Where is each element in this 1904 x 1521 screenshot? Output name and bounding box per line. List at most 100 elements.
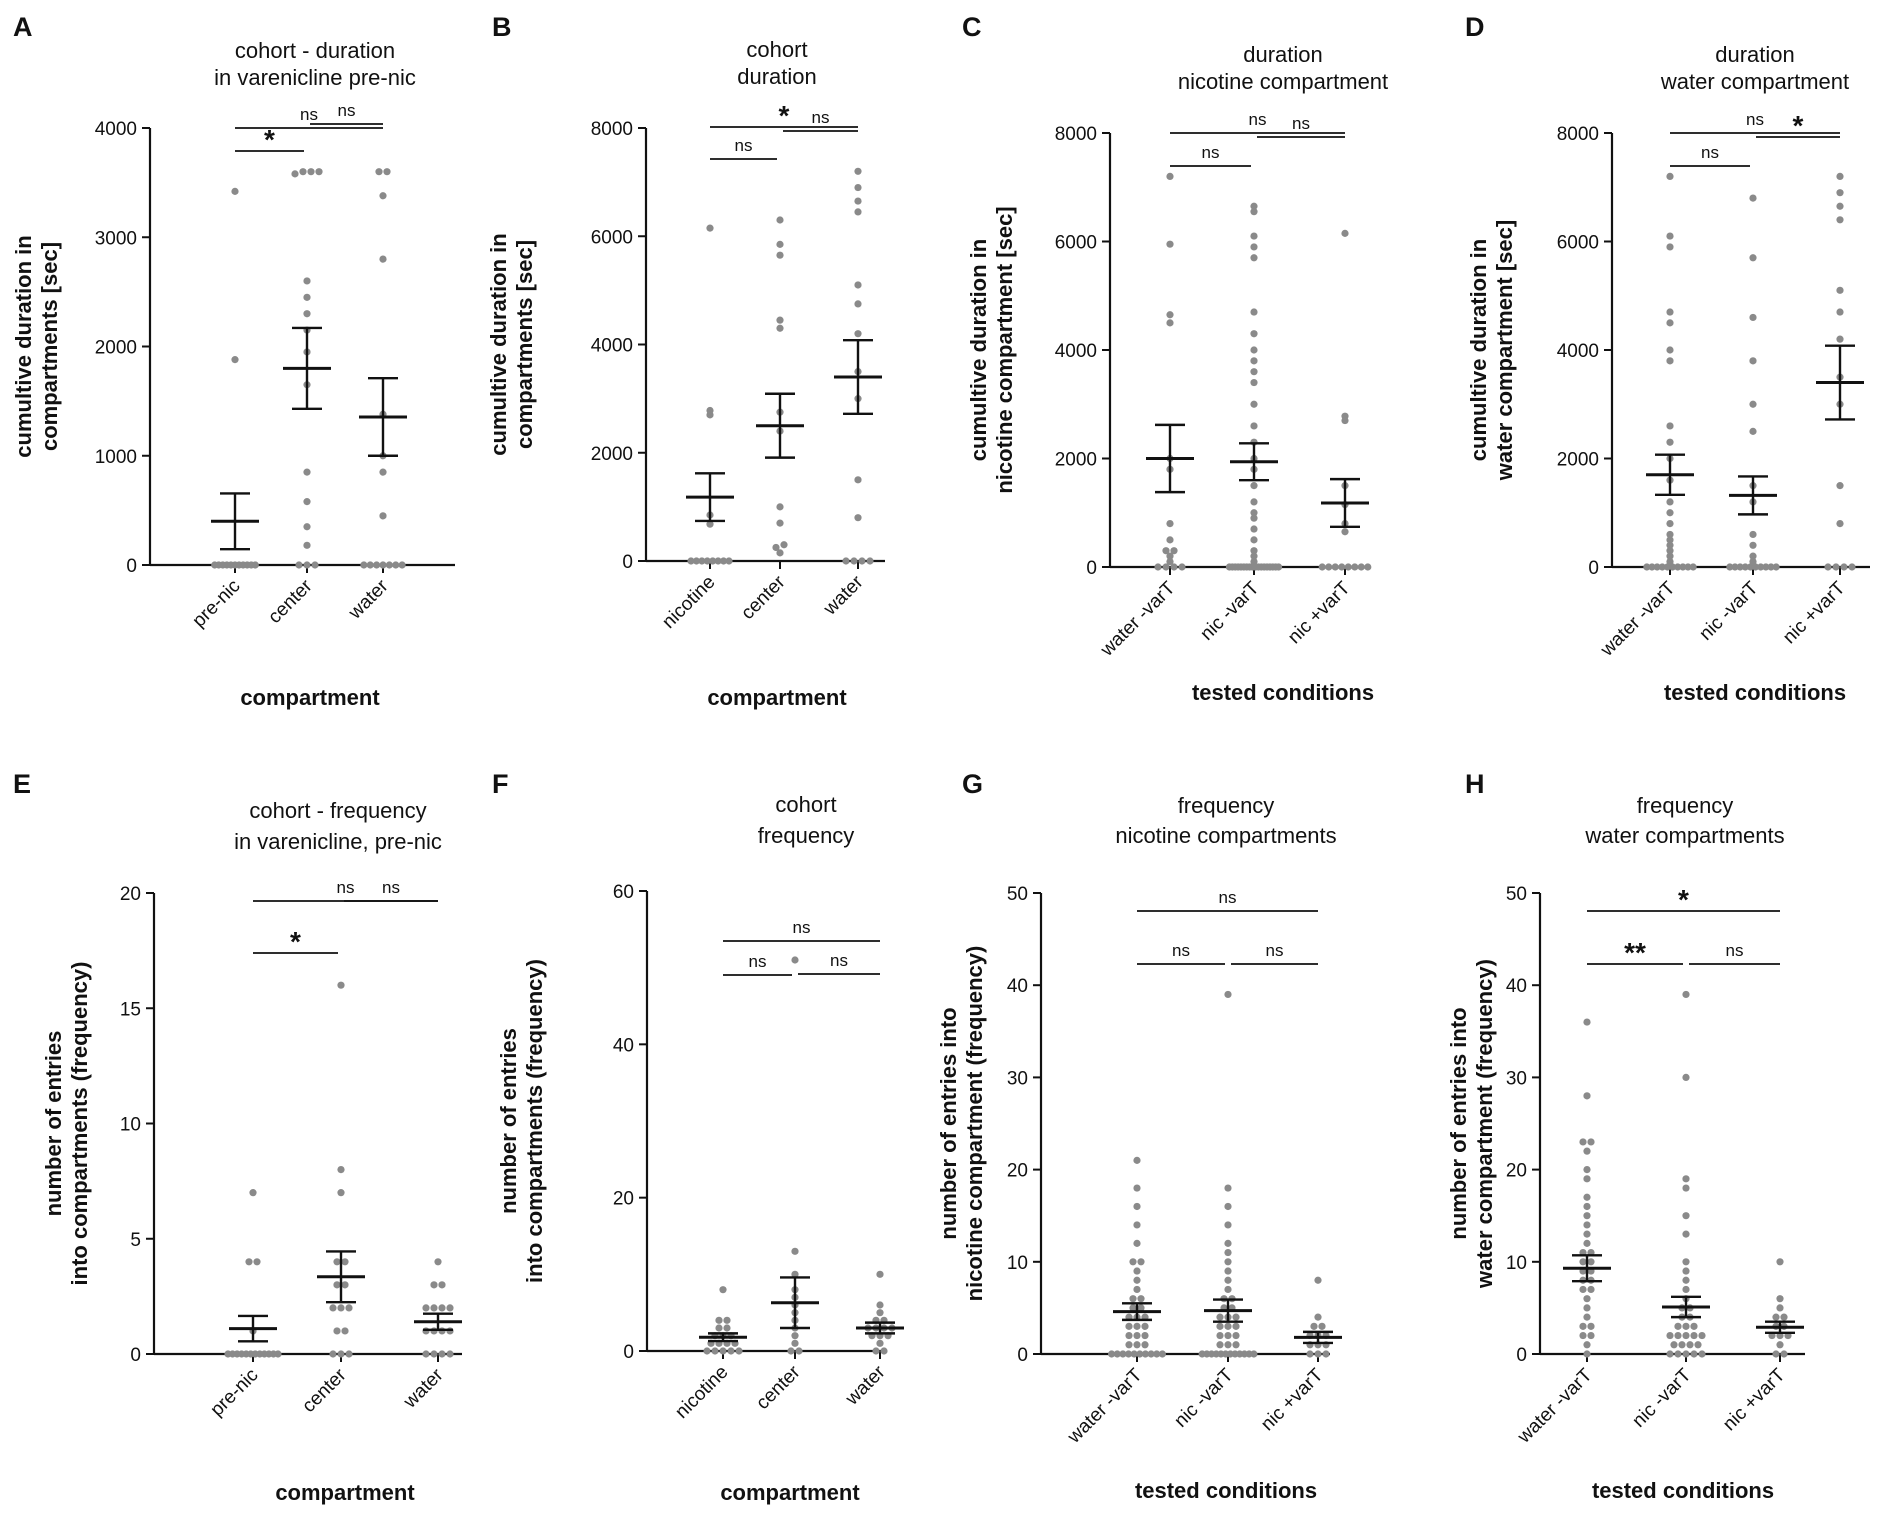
data-point xyxy=(341,1281,349,1289)
data-point xyxy=(1666,547,1674,555)
x-axis-label: compartment xyxy=(707,685,847,710)
data-point xyxy=(1666,520,1674,528)
x-tick-label: nicotine xyxy=(658,572,719,633)
significance-label: ns xyxy=(338,101,356,120)
data-point xyxy=(1133,1156,1141,1164)
significance-label: ns xyxy=(1219,888,1237,907)
data-point xyxy=(723,1324,731,1332)
y-tick-label: 30 xyxy=(1506,1068,1527,1089)
x-tick-label: water -varT xyxy=(1096,577,1180,661)
significance-label: ns xyxy=(749,952,767,971)
data-point xyxy=(1125,1322,1133,1330)
data-point xyxy=(1583,1341,1591,1349)
data-point xyxy=(1318,563,1326,571)
data-point xyxy=(1776,1295,1784,1303)
data-point xyxy=(1153,1350,1161,1358)
data-point xyxy=(1666,557,1674,566)
data-point xyxy=(245,1258,253,1266)
data-point xyxy=(791,1247,799,1255)
data-point xyxy=(1224,1202,1232,1211)
panel-title: nicotine compartments xyxy=(1115,823,1336,848)
data-point xyxy=(854,183,862,192)
data-point xyxy=(1757,563,1765,571)
data-point xyxy=(307,168,315,176)
data-point xyxy=(430,1281,438,1289)
significance-label: ns xyxy=(1172,941,1190,960)
data-point xyxy=(1749,357,1757,365)
data-point xyxy=(1154,563,1162,571)
significance-label: * xyxy=(264,124,275,155)
data-point xyxy=(1129,1258,1137,1266)
panel-letter: F xyxy=(492,769,509,799)
y-tick-label: 6000 xyxy=(591,227,633,248)
data-point xyxy=(850,557,858,565)
data-point xyxy=(1137,1258,1145,1266)
x-axis-label: tested conditions xyxy=(1192,680,1374,705)
data-point xyxy=(1736,563,1744,571)
data-point xyxy=(1250,552,1258,560)
data-point xyxy=(1751,563,1760,571)
x-tick-label: water xyxy=(841,1361,890,1410)
data-point xyxy=(1166,536,1174,544)
data-point xyxy=(303,523,311,531)
y-tick-label: 50 xyxy=(1007,884,1028,905)
data-point xyxy=(725,557,733,565)
data-point xyxy=(1583,1304,1591,1312)
data-point xyxy=(1119,1350,1127,1358)
data-point xyxy=(1682,1212,1690,1220)
y-tick-label: 4000 xyxy=(1557,341,1599,362)
y-axis-label: nicotine compartment [sec] xyxy=(992,206,1017,493)
data-point xyxy=(1224,1331,1232,1340)
y-tick-label: 2000 xyxy=(591,444,633,465)
significance-label: ns xyxy=(300,105,318,124)
data-point xyxy=(1250,357,1258,365)
panel-letter: C xyxy=(962,12,982,42)
significance-label: ns xyxy=(1202,143,1220,162)
data-point xyxy=(1250,422,1258,430)
significance-label: ** xyxy=(1624,937,1646,968)
data-point xyxy=(1147,1350,1155,1358)
data-point xyxy=(791,956,799,964)
data-point xyxy=(1250,498,1258,506)
data-point xyxy=(1689,563,1697,571)
data-point xyxy=(1749,194,1757,202)
data-point xyxy=(1133,1276,1141,1284)
y-tick-label: 0 xyxy=(1516,1345,1527,1366)
data-point xyxy=(780,541,788,549)
panel-title: cohort - frequency xyxy=(249,798,426,823)
x-tick-label: water xyxy=(819,571,868,620)
data-point xyxy=(1670,1341,1678,1349)
data-point xyxy=(337,1304,345,1312)
data-point xyxy=(1310,1322,1318,1330)
data-point xyxy=(1772,1350,1780,1358)
y-tick-label: 2000 xyxy=(1055,450,1097,471)
data-point xyxy=(1351,563,1359,571)
data-point xyxy=(1166,520,1174,528)
x-tick-label: nicotine xyxy=(671,1362,732,1423)
data-point xyxy=(1583,1018,1591,1026)
data-point xyxy=(719,557,728,565)
significance-label: * xyxy=(290,926,301,957)
data-point xyxy=(1250,368,1258,376)
data-point xyxy=(1322,1350,1330,1358)
x-tick-label: water -varT xyxy=(1596,577,1680,661)
data-point xyxy=(1133,1341,1141,1349)
y-tick-label: 15 xyxy=(120,999,141,1020)
data-point xyxy=(692,557,701,565)
x-tick-label: water xyxy=(344,575,393,624)
data-point xyxy=(714,557,722,565)
data-point xyxy=(375,168,383,176)
data-point xyxy=(1762,563,1770,571)
data-point xyxy=(1141,1331,1149,1340)
data-point xyxy=(1250,509,1258,517)
data-point xyxy=(333,1327,341,1335)
data-point xyxy=(1113,1350,1121,1358)
y-tick-label: 2000 xyxy=(1557,450,1599,471)
data-point xyxy=(1318,1322,1326,1330)
data-point xyxy=(1344,563,1352,571)
data-point xyxy=(791,1339,799,1347)
data-point xyxy=(1250,482,1258,490)
data-point xyxy=(1583,1221,1591,1229)
